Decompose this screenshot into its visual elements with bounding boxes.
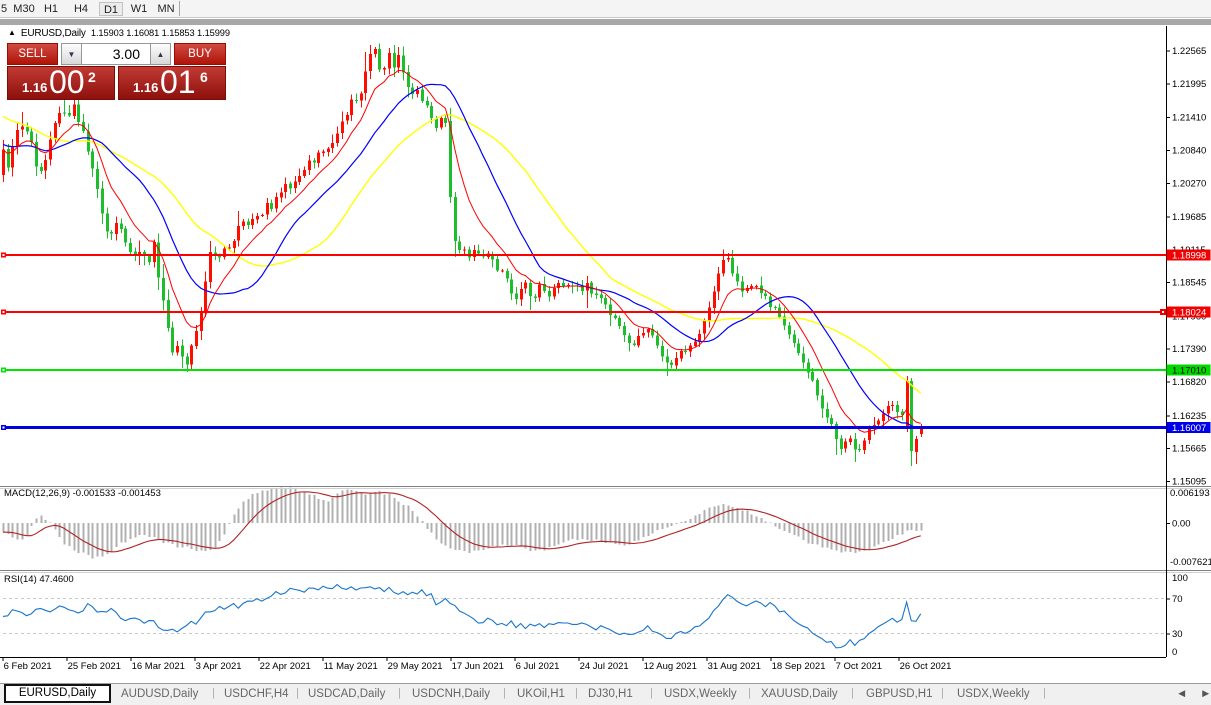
svg-text:18 Sep 2021: 18 Sep 2021	[772, 661, 826, 672]
svg-text:1.18024: 1.18024	[1172, 308, 1206, 319]
svg-text:100: 100	[1172, 573, 1188, 584]
svg-text:0.00: 0.00	[1172, 519, 1191, 530]
svg-text:22 Apr 2021: 22 Apr 2021	[260, 661, 311, 672]
svg-text:1.19685: 1.19685	[1172, 212, 1206, 223]
svg-text:-0.007621: -0.007621	[1170, 557, 1211, 568]
svg-text:24 Jul 2021: 24 Jul 2021	[580, 661, 629, 672]
svg-text:1.22565: 1.22565	[1172, 46, 1206, 57]
svg-text:1.20270: 1.20270	[1172, 178, 1206, 189]
svg-text:1.20840: 1.20840	[1172, 146, 1206, 157]
svg-text:1.17010: 1.17010	[1172, 366, 1206, 377]
svg-text:MACD(12,26,9) -0.001533 -0.001: MACD(12,26,9) -0.001533 -0.001453	[4, 488, 161, 499]
svg-text:11 May 2021: 11 May 2021	[324, 661, 378, 672]
svg-text:30: 30	[1172, 629, 1183, 640]
svg-text:7 Oct 2021: 7 Oct 2021	[836, 661, 882, 672]
svg-text:0: 0	[1172, 647, 1177, 658]
svg-text:1.15095: 1.15095	[1172, 476, 1206, 487]
svg-text:1.17390: 1.17390	[1172, 344, 1206, 355]
svg-text:1.21995: 1.21995	[1172, 79, 1206, 90]
svg-text:1.21410: 1.21410	[1172, 113, 1206, 124]
svg-text:25 Feb 2021: 25 Feb 2021	[68, 661, 121, 672]
svg-text:16 Mar 2021: 16 Mar 2021	[132, 661, 185, 672]
svg-text:12 Aug 2021: 12 Aug 2021	[644, 661, 697, 672]
svg-text:1.18998: 1.18998	[1172, 251, 1206, 262]
svg-text:31 Aug 2021: 31 Aug 2021	[708, 661, 761, 672]
svg-text:3 Apr 2021: 3 Apr 2021	[196, 661, 242, 672]
svg-text:0.006193: 0.006193	[1170, 488, 1210, 499]
svg-text:6 Jul 2021: 6 Jul 2021	[516, 661, 560, 672]
svg-text:RSI(14) 47.4600: RSI(14) 47.4600	[4, 574, 74, 585]
svg-text:26 Oct 2021: 26 Oct 2021	[900, 661, 952, 672]
svg-text:70: 70	[1172, 594, 1183, 605]
svg-text:1.16235: 1.16235	[1172, 411, 1206, 422]
svg-text:17 Jun 2021: 17 Jun 2021	[452, 661, 504, 672]
svg-text:1.18545: 1.18545	[1172, 278, 1206, 289]
svg-text:1.16007: 1.16007	[1172, 423, 1206, 434]
svg-text:1.16820: 1.16820	[1172, 377, 1206, 388]
svg-text:1.15665: 1.15665	[1172, 444, 1206, 455]
svg-text:6 Feb 2021: 6 Feb 2021	[4, 661, 52, 672]
svg-text:29 May 2021: 29 May 2021	[388, 661, 443, 672]
